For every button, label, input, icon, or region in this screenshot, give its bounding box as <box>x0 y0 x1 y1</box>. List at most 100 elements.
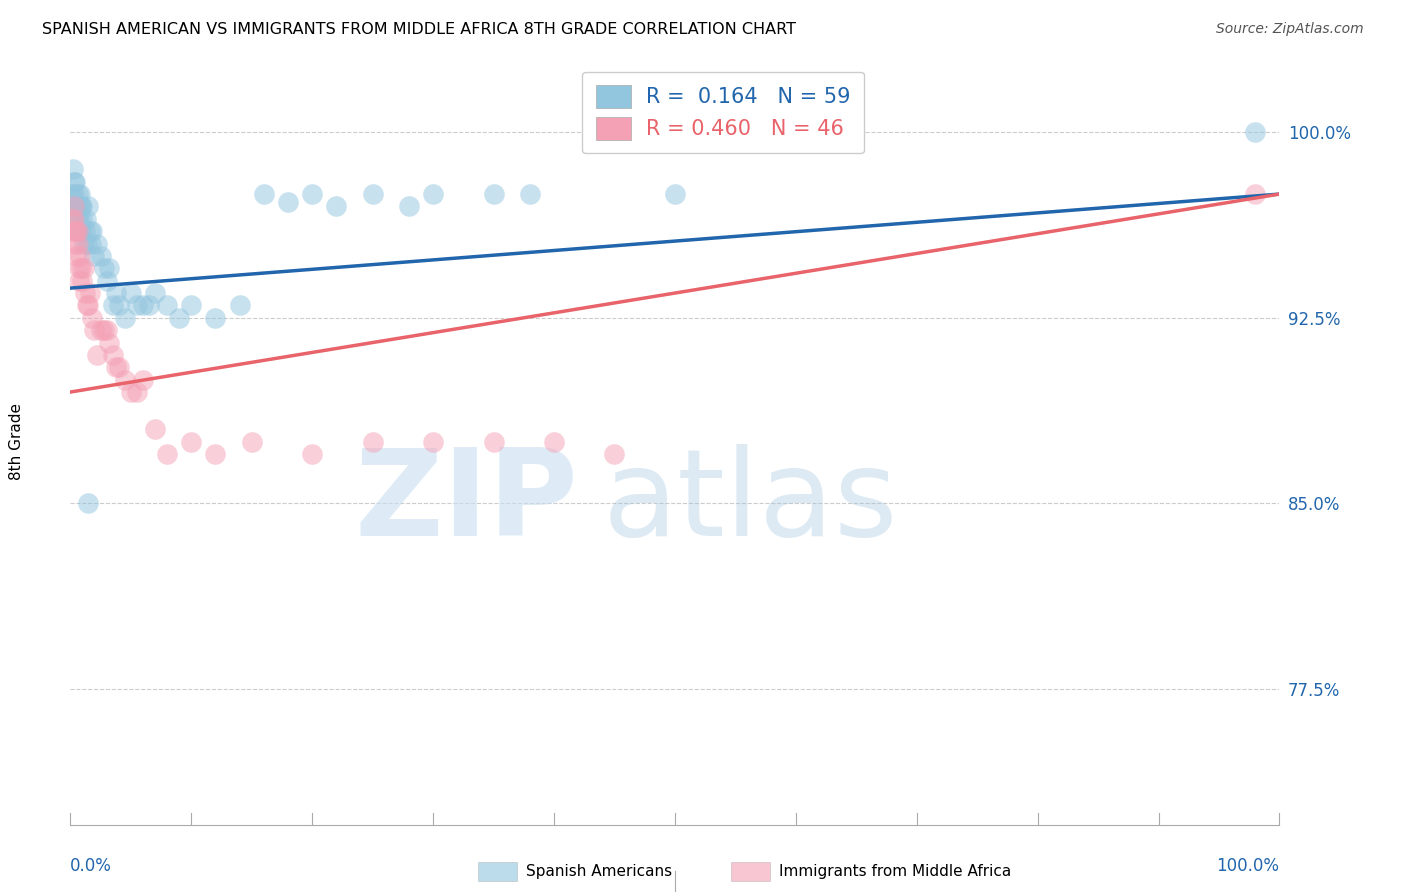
Point <box>72 274 94 288</box>
Point <box>67 274 90 288</box>
Point <box>90 249 111 263</box>
Point <box>70 199 93 213</box>
Point <box>114 310 136 325</box>
Point <box>125 298 148 312</box>
Point <box>73 224 96 238</box>
Point <box>63 187 86 202</box>
Point <box>107 360 129 375</box>
Point <box>72 199 94 213</box>
Point <box>69 187 91 202</box>
Point <box>72 236 94 251</box>
Point <box>361 187 384 202</box>
Point <box>204 310 226 325</box>
Point <box>80 224 103 238</box>
Point <box>603 447 626 461</box>
Point <box>167 310 190 325</box>
Point <box>65 199 87 213</box>
Point <box>66 211 89 226</box>
Text: SPANISH AMERICAN VS IMMIGRANTS FROM MIDDLE AFRICA 8TH GRADE CORRELATION CHART: SPANISH AMERICAN VS IMMIGRANTS FROM MIDD… <box>42 22 796 37</box>
Point <box>69 249 91 263</box>
Point <box>86 348 108 362</box>
Point <box>120 286 142 301</box>
Point <box>63 199 86 213</box>
Point <box>65 224 87 238</box>
Point <box>422 187 444 202</box>
Point <box>204 447 226 461</box>
Point <box>101 298 124 312</box>
Point <box>361 434 384 449</box>
Point <box>63 211 86 226</box>
Point <box>62 199 84 213</box>
Point <box>90 323 111 337</box>
Point <box>63 224 86 238</box>
Point <box>105 286 128 301</box>
Point <box>80 236 103 251</box>
Point <box>77 298 100 312</box>
Point <box>67 211 90 226</box>
Point <box>69 199 91 213</box>
Point <box>60 187 83 202</box>
Text: Immigrants from Middle Africa: Immigrants from Middle Africa <box>779 864 1011 879</box>
Point <box>75 211 97 226</box>
Point <box>664 187 686 202</box>
Point <box>63 236 86 251</box>
Point <box>67 261 90 276</box>
Text: 100.0%: 100.0% <box>1216 857 1279 875</box>
Point <box>519 187 541 202</box>
Text: 8th Grade: 8th Grade <box>10 403 24 480</box>
Point <box>143 286 166 301</box>
Point <box>96 323 118 337</box>
Point <box>60 211 83 226</box>
Text: ZIP: ZIP <box>354 444 578 561</box>
Point <box>138 298 160 312</box>
Point <box>62 162 84 177</box>
Point <box>66 236 89 251</box>
Point <box>98 261 121 276</box>
Point <box>422 434 444 449</box>
Point <box>143 422 166 436</box>
Point <box>63 175 86 189</box>
Point <box>107 298 129 312</box>
Point <box>93 261 115 276</box>
Point <box>79 286 101 301</box>
Legend: R =  0.164   N = 59, R = 0.460   N = 46: R = 0.164 N = 59, R = 0.460 N = 46 <box>582 71 865 153</box>
Point <box>277 194 299 209</box>
Point <box>543 434 565 449</box>
Point <box>132 298 155 312</box>
Point <box>80 310 103 325</box>
Point <box>101 348 124 362</box>
Point <box>79 224 101 238</box>
Point <box>482 187 505 202</box>
Text: 0.0%: 0.0% <box>70 857 112 875</box>
Point <box>325 199 347 213</box>
Point <box>77 199 100 213</box>
Point <box>72 261 94 276</box>
Point <box>83 249 105 263</box>
Point <box>63 175 86 189</box>
Point <box>65 249 87 263</box>
Text: atlas: atlas <box>602 444 898 561</box>
Point <box>180 298 202 312</box>
Point <box>482 434 505 449</box>
Point <box>76 298 98 312</box>
Point <box>156 447 179 461</box>
Point <box>156 298 179 312</box>
Point <box>120 385 142 400</box>
Point <box>77 496 100 510</box>
Point <box>63 199 86 213</box>
Point <box>301 447 323 461</box>
Point <box>96 274 118 288</box>
Point <box>67 224 90 238</box>
Point <box>301 187 323 202</box>
Point <box>73 286 96 301</box>
Point <box>86 236 108 251</box>
Point <box>1244 187 1267 202</box>
Point <box>72 211 94 226</box>
Text: Spanish Americans: Spanish Americans <box>526 864 672 879</box>
Point <box>70 261 93 276</box>
Point <box>228 298 250 312</box>
Point <box>132 373 155 387</box>
Point <box>62 224 84 238</box>
Point <box>98 335 121 350</box>
Point <box>114 373 136 387</box>
